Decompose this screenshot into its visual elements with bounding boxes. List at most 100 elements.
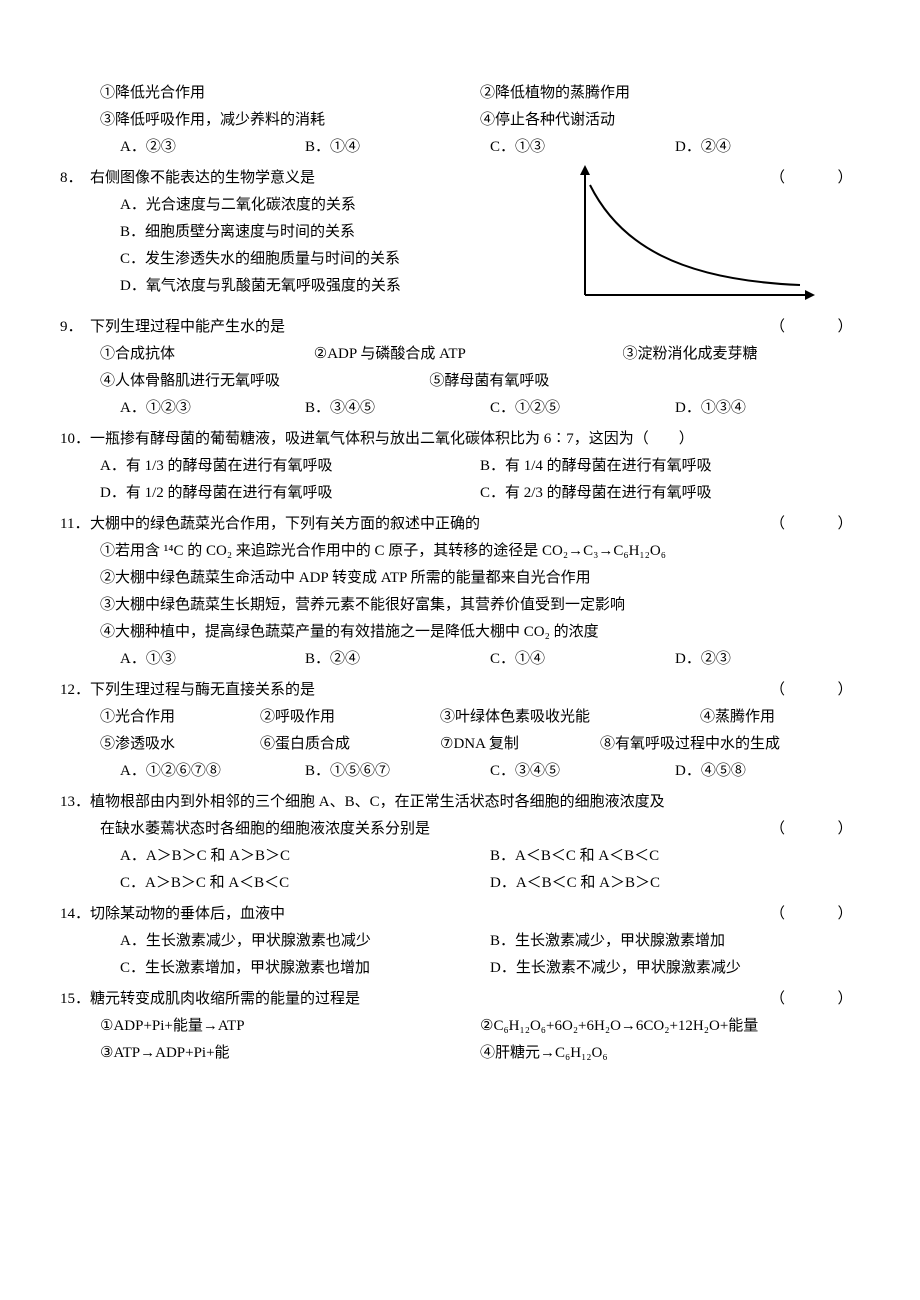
question-number: 9． <box>60 314 90 341</box>
option-a: A．有 1/3 的酵母菌在进行有氧呼吸 <box>100 453 480 480</box>
option-a: A．①②⑥⑦⑧ <box>120 758 305 785</box>
stem: 14． 切除某动物的垂体后，血液中 （ ） <box>60 901 860 928</box>
stem-body: 下列生理过程中能产生水的是 <box>90 319 285 335</box>
option-b: B．①⑤⑥⑦ <box>305 758 490 785</box>
item: ⑤渗透吸水 <box>100 731 260 758</box>
stem: 15． 糖元转变成肌肉收缩所需的能量的过程是 （ ） <box>60 986 860 1013</box>
stem-text: 大棚中的绿色蔬菜光合作用，下列有关方面的叙述中正确的 （ ） <box>90 511 860 538</box>
question-14: 14． 切除某动物的垂体后，血液中 （ ） A．生长激素减少，甲状腺激素也减少 … <box>60 901 860 982</box>
item: ③ATP→ADP+Pi+能 <box>100 1040 480 1067</box>
option-c: C．①③ <box>490 134 675 161</box>
item: ③降低呼吸作用，减少养料的消耗 <box>100 107 480 134</box>
options-row: A．有 1/3 的酵母菌在进行有氧呼吸 B．有 1/4 的酵母菌在进行有氧呼吸 <box>60 453 860 480</box>
stem-text: 植物根部由内到外相邻的三个细胞 A、B、C，在正常生活状态时各细胞的细胞液浓度及 <box>90 789 860 816</box>
stem: 13． 植物根部由内到外相邻的三个细胞 A、B、C，在正常生活状态时各细胞的细胞… <box>60 789 860 816</box>
item: ③淀粉消化成麦芽糖 <box>623 341 861 368</box>
option-b: B．有 1/4 的酵母菌在进行有氧呼吸 <box>480 453 860 480</box>
item-row: ①ADP+Pi+能量→ATP ②C₆H₁₂O₆+6O₂+6H₂O→6CO₂+12… <box>60 1013 860 1040</box>
item: ⑧有氧呼吸过程中水的生成 <box>600 731 860 758</box>
option-d: D．生长激素不减少，甲状腺激素减少 <box>490 955 860 982</box>
item: ⑦DNA 复制 <box>440 731 600 758</box>
y-arrow-icon <box>580 165 590 175</box>
item-row: ⑤渗透吸水 ⑥蛋白质合成 ⑦DNA 复制 ⑧有氧呼吸过程中水的生成 <box>60 731 860 758</box>
question-number: 13． <box>60 789 90 816</box>
answer-blank: （ ） <box>770 901 860 928</box>
answer-blank: （ ） <box>770 816 860 843</box>
option-a: A．②③ <box>120 134 305 161</box>
option-c: C．③④⑤ <box>490 758 675 785</box>
question-number: 11． <box>60 511 90 538</box>
item: ②ADP 与磷酸合成 ATP <box>314 341 623 368</box>
question-7-continued: ①降低光合作用 ②降低植物的蒸腾作用 ③降低呼吸作用，减少养料的消耗 ④停止各种… <box>60 80 860 161</box>
option-c: C．有 2/3 的酵母菌在进行有氧呼吸 <box>480 480 860 507</box>
stem-text: 下列生理过程中能产生水的是 （ ） <box>90 314 860 341</box>
item: ④停止各种代谢活动 <box>480 107 860 134</box>
option-b: B．生长激素减少，甲状腺激素增加 <box>490 928 860 955</box>
item-row: ③ATP→ADP+Pi+能 ④肝糖元→C₆H₁₂O₆ <box>60 1040 860 1067</box>
answer-blank: （ ） <box>770 677 860 704</box>
item: ②大棚中绿色蔬菜生命活动中 ADP 转变成 ATP 所需的能量都来自光合作用 <box>60 565 860 592</box>
question-15: 15． 糖元转变成肌肉收缩所需的能量的过程是 （ ） ①ADP+Pi+能量→AT… <box>60 986 860 1067</box>
option-b: B．②④ <box>305 646 490 673</box>
question-11: 11． 大棚中的绿色蔬菜光合作用，下列有关方面的叙述中正确的 （ ） ①若用含 … <box>60 511 860 673</box>
item: ②C₆H₁₂O₆+6O₂+6H₂O→6CO₂+12H₂O+能量 <box>480 1013 860 1040</box>
stem-body: 在缺水萎蔫状态时各细胞的细胞液浓度关系分别是 <box>100 821 430 837</box>
options-row: D．有 1/2 的酵母菌在进行有氧呼吸 C．有 2/3 的酵母菌在进行有氧呼吸 <box>60 480 860 507</box>
question-9: 9． 下列生理过程中能产生水的是 （ ） ①合成抗体 ②ADP 与磷酸合成 AT… <box>60 314 860 422</box>
answer-blank: （ ） <box>770 511 860 538</box>
option-c: C．①②⑤ <box>490 395 675 422</box>
option-d: D．②④ <box>675 134 860 161</box>
stem-body: 下列生理过程与酶无直接关系的是 <box>90 682 315 698</box>
option-b: B．①④ <box>305 134 490 161</box>
options-row: A．①③ B．②④ C．①④ D．②③ <box>60 646 860 673</box>
option-a: A．生长激素减少，甲状腺激素也减少 <box>120 928 490 955</box>
option-d: D．①③④ <box>675 395 860 422</box>
item: ②呼吸作用 <box>260 704 440 731</box>
question-number: 8． <box>60 165 90 192</box>
item: ③叶绿体色素吸收光能 <box>440 704 700 731</box>
item: ⑤酵母菌有氧呼吸 <box>429 368 860 395</box>
stem-body: 糖元转变成肌肉收缩所需的能量的过程是 <box>90 991 360 1007</box>
option-a: A．①③ <box>120 646 305 673</box>
option-d: D．有 1/2 的酵母菌在进行有氧呼吸 <box>100 480 480 507</box>
item: ①合成抗体 <box>100 341 314 368</box>
stem: 11． 大棚中的绿色蔬菜光合作用，下列有关方面的叙述中正确的 （ ） <box>60 511 860 538</box>
stem-body: 大棚中的绿色蔬菜光合作用，下列有关方面的叙述中正确的 <box>90 516 480 532</box>
decay-curve-graph <box>560 160 820 310</box>
question-10: 10． 一瓶掺有酵母菌的葡萄糖液，吸进氧气体积与放出二氧化碳体积比为 6∶7，这… <box>60 426 860 507</box>
question-13: 13． 植物根部由内到外相邻的三个细胞 A、B、C，在正常生活状态时各细胞的细胞… <box>60 789 860 897</box>
stem-text: 糖元转变成肌肉收缩所需的能量的过程是 （ ） <box>90 986 860 1013</box>
item-row: ③降低呼吸作用，减少养料的消耗 ④停止各种代谢活动 <box>60 107 860 134</box>
item: ⑥蛋白质合成 <box>260 731 440 758</box>
item: ①光合作用 <box>100 704 260 731</box>
item: ①若用含 ¹⁴C 的 CO₂ 来追踪光合作用中的 C 原子，其转移的途径是 CO… <box>60 538 860 565</box>
option-d: D．A＜B＜C 和 A＞B＞C <box>490 870 860 897</box>
option-d: D．②③ <box>675 646 860 673</box>
item-row: ①合成抗体 ②ADP 与磷酸合成 ATP ③淀粉消化成麦芽糖 <box>60 341 860 368</box>
item: ③大棚中绿色蔬菜生长期短，营养元素不能很好富集，其营养价值受到一定影响 <box>60 592 860 619</box>
option-b: B．③④⑤ <box>305 395 490 422</box>
item: ④肝糖元→C₆H₁₂O₆ <box>480 1040 860 1067</box>
question-number: 12． <box>60 677 90 704</box>
options-row: A．A＞B＞C 和 A＞B＞C B．A＜B＜C 和 A＜B＜C <box>60 843 860 870</box>
item-row: ①降低光合作用 ②降低植物的蒸腾作用 <box>60 80 860 107</box>
stem-text: 下列生理过程与酶无直接关系的是 （ ） <box>90 677 860 704</box>
stem-body: 右侧图像不能表达的生物学意义是 <box>90 170 315 186</box>
answer-blank: （ ） <box>770 314 860 341</box>
stem: 10． 一瓶掺有酵母菌的葡萄糖液，吸进氧气体积与放出二氧化碳体积比为 6∶7，这… <box>60 426 860 453</box>
options-row: C．生长激素增加，甲状腺激素也增加 D．生长激素不减少，甲状腺激素减少 <box>60 955 860 982</box>
question-8: 8． 右侧图像不能表达的生物学意义是 （ ） A．光合速度与二氧化碳浓度的关系 … <box>60 165 860 300</box>
option-a: A．A＞B＞C 和 A＞B＞C <box>120 843 490 870</box>
options-row: A．生长激素减少，甲状腺激素也减少 B．生长激素减少，甲状腺激素增加 <box>60 928 860 955</box>
item: ①ADP+Pi+能量→ATP <box>100 1013 480 1040</box>
curve-line <box>590 185 800 285</box>
item-row: ④人体骨骼肌进行无氧呼吸 ⑤酵母菌有氧呼吸 <box>60 368 860 395</box>
answer-blank: （ ） <box>770 986 860 1013</box>
item-row: ①光合作用 ②呼吸作用 ③叶绿体色素吸收光能 ④蒸腾作用 <box>60 704 860 731</box>
question-12: 12． 下列生理过程与酶无直接关系的是 （ ） ①光合作用 ②呼吸作用 ③叶绿体… <box>60 677 860 785</box>
item: ②降低植物的蒸腾作用 <box>480 80 860 107</box>
question-number: 10． <box>60 426 90 453</box>
option-c: C．A＞B＞C 和 A＜B＜C <box>120 870 490 897</box>
options-row: A．②③ B．①④ C．①③ D．②④ <box>60 134 860 161</box>
option-d: D．④⑤⑧ <box>675 758 860 785</box>
